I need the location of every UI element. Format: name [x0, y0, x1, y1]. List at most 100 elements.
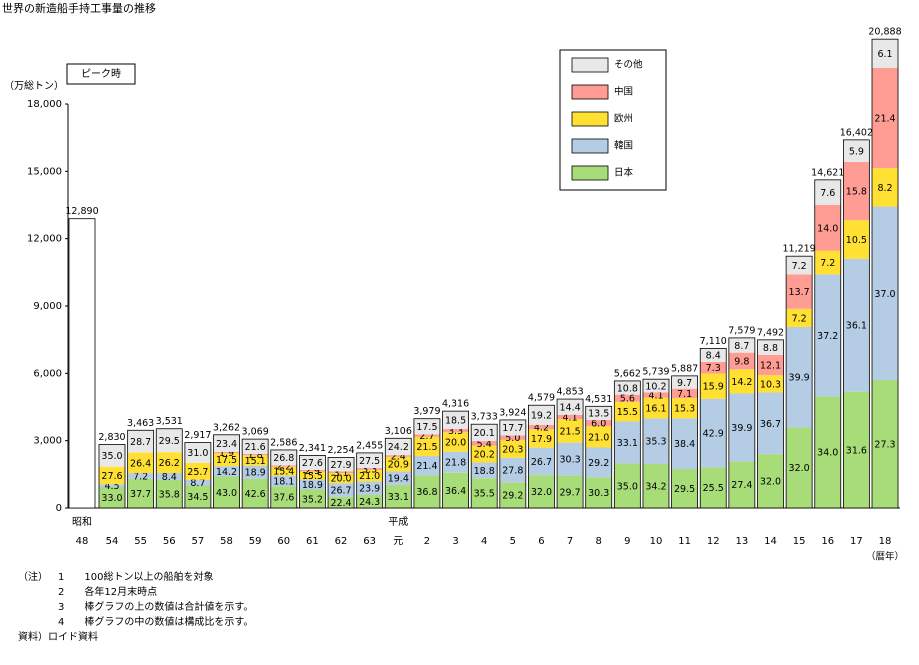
chart-title: 世界の新造船手持工事量の推移 — [2, 1, 156, 15]
bar-segment — [299, 455, 326, 470]
bar-segment — [442, 411, 469, 430]
total-label: 3,979 — [413, 406, 440, 417]
bar-segment — [299, 471, 326, 480]
segment-label: 8.2 — [877, 183, 892, 194]
total-label: 7,492 — [757, 327, 784, 338]
x-tick-label: 6 — [538, 536, 544, 547]
bar-segment — [385, 456, 412, 472]
segment-label: 29.2 — [502, 491, 523, 502]
bar-segment — [184, 479, 211, 486]
segment-label: 8.8 — [763, 343, 778, 354]
segment-label: 43.0 — [216, 488, 237, 499]
bar — [871, 38, 899, 509]
legend-swatch — [571, 165, 609, 181]
bar-segment — [99, 487, 125, 508]
bar — [699, 348, 727, 509]
bar-segment — [356, 481, 383, 495]
segment-label: 22.4 — [330, 498, 351, 509]
legend-swatch — [571, 138, 609, 154]
bar-segment — [671, 375, 698, 389]
segment-label: 29.5 — [159, 436, 180, 447]
y-tick-label: 18,000 — [27, 99, 62, 110]
segment-label: 21.4 — [874, 113, 895, 124]
segment-label: 4.1 — [563, 412, 578, 423]
bar-segment — [814, 204, 841, 251]
segment-label: 20.0 — [330, 474, 351, 485]
segment-label: 3.3 — [448, 426, 463, 437]
bar-segment — [757, 340, 784, 355]
segment-label: 18.5 — [445, 416, 466, 427]
bar-segment — [328, 457, 355, 472]
segment-label: 7.3 — [706, 363, 721, 374]
total-label: 5,739 — [642, 367, 669, 378]
bar-segment — [99, 466, 125, 485]
segment-label: 21.4 — [416, 461, 437, 472]
segment-label: 21.0 — [359, 471, 380, 482]
bar-segment — [442, 432, 469, 452]
legend-label: 中国 — [614, 86, 633, 98]
bar-segment — [814, 396, 841, 508]
bar-segment — [872, 39, 899, 68]
total-label: 4,316 — [442, 399, 469, 410]
total-label: 2,254 — [327, 445, 354, 456]
segment-label: 24.3 — [359, 497, 380, 508]
bar-segment — [757, 354, 784, 376]
bar-segment — [385, 455, 412, 457]
y-axis-label: （万総トン） — [4, 79, 64, 92]
legend-swatch — [571, 84, 609, 100]
x-tick-label: 60 — [277, 536, 290, 547]
bar-segment — [872, 380, 899, 508]
bar-segment — [814, 179, 841, 205]
bar-segment — [585, 477, 612, 508]
segment-label: 10.2 — [645, 381, 666, 392]
x-tick-label: 17 — [850, 536, 863, 547]
bar-segment — [242, 453, 269, 456]
segment-label: 7.1 — [677, 389, 692, 400]
segment-label: 26.4 — [130, 458, 151, 469]
bar-segment — [557, 419, 584, 443]
bar-segment — [127, 430, 154, 453]
bar-segment — [127, 452, 154, 474]
segment-label: 3.1 — [333, 468, 348, 479]
x-tick-label: 14 — [764, 536, 777, 547]
segment-label: 19.2 — [531, 411, 552, 422]
bar-segment — [413, 434, 440, 437]
x-tick-label: 15 — [793, 536, 806, 547]
bar-segment — [356, 469, 383, 482]
segment-label: 42.6 — [245, 489, 266, 500]
segment-label: 6.1 — [877, 49, 892, 60]
total-label: 2,917 — [184, 430, 211, 441]
bar-segment — [385, 471, 412, 485]
note-prefix: （注） — [18, 570, 48, 583]
bar-segment — [442, 472, 469, 508]
segment-label: 36.7 — [760, 419, 781, 430]
bar-segment — [156, 428, 183, 453]
segment-label: 5.4 — [477, 439, 492, 450]
bar — [241, 438, 269, 509]
bar-segment — [356, 468, 383, 470]
bar-segment — [270, 465, 297, 467]
bar-segment — [413, 456, 440, 476]
bar-segment — [614, 394, 641, 402]
segment-label: 7.2 — [133, 471, 148, 482]
y-tick-label: 3,000 — [33, 436, 62, 447]
bar-segment — [213, 453, 240, 467]
segment-label: 21.5 — [416, 442, 437, 453]
bar-segment — [471, 441, 498, 446]
segment-label: 27.5 — [359, 456, 380, 467]
bar — [327, 457, 355, 509]
segment-label: 36.1 — [846, 321, 867, 332]
bar-segment — [786, 256, 813, 275]
total-label: 2,341 — [299, 443, 326, 454]
legend-label: 日本 — [614, 167, 634, 179]
bar-segment — [528, 405, 555, 425]
x-tick-label: 2 — [424, 536, 430, 547]
bar-segment — [786, 274, 813, 309]
segment-label: 29.2 — [588, 458, 609, 469]
bar-segment — [270, 449, 297, 466]
bar-segment — [585, 426, 612, 448]
bar-segment — [156, 479, 183, 508]
total-label: 3,262 — [213, 422, 240, 433]
x-tick-label: 58 — [220, 536, 233, 547]
source: 資料）ロイド資料 — [18, 630, 98, 643]
